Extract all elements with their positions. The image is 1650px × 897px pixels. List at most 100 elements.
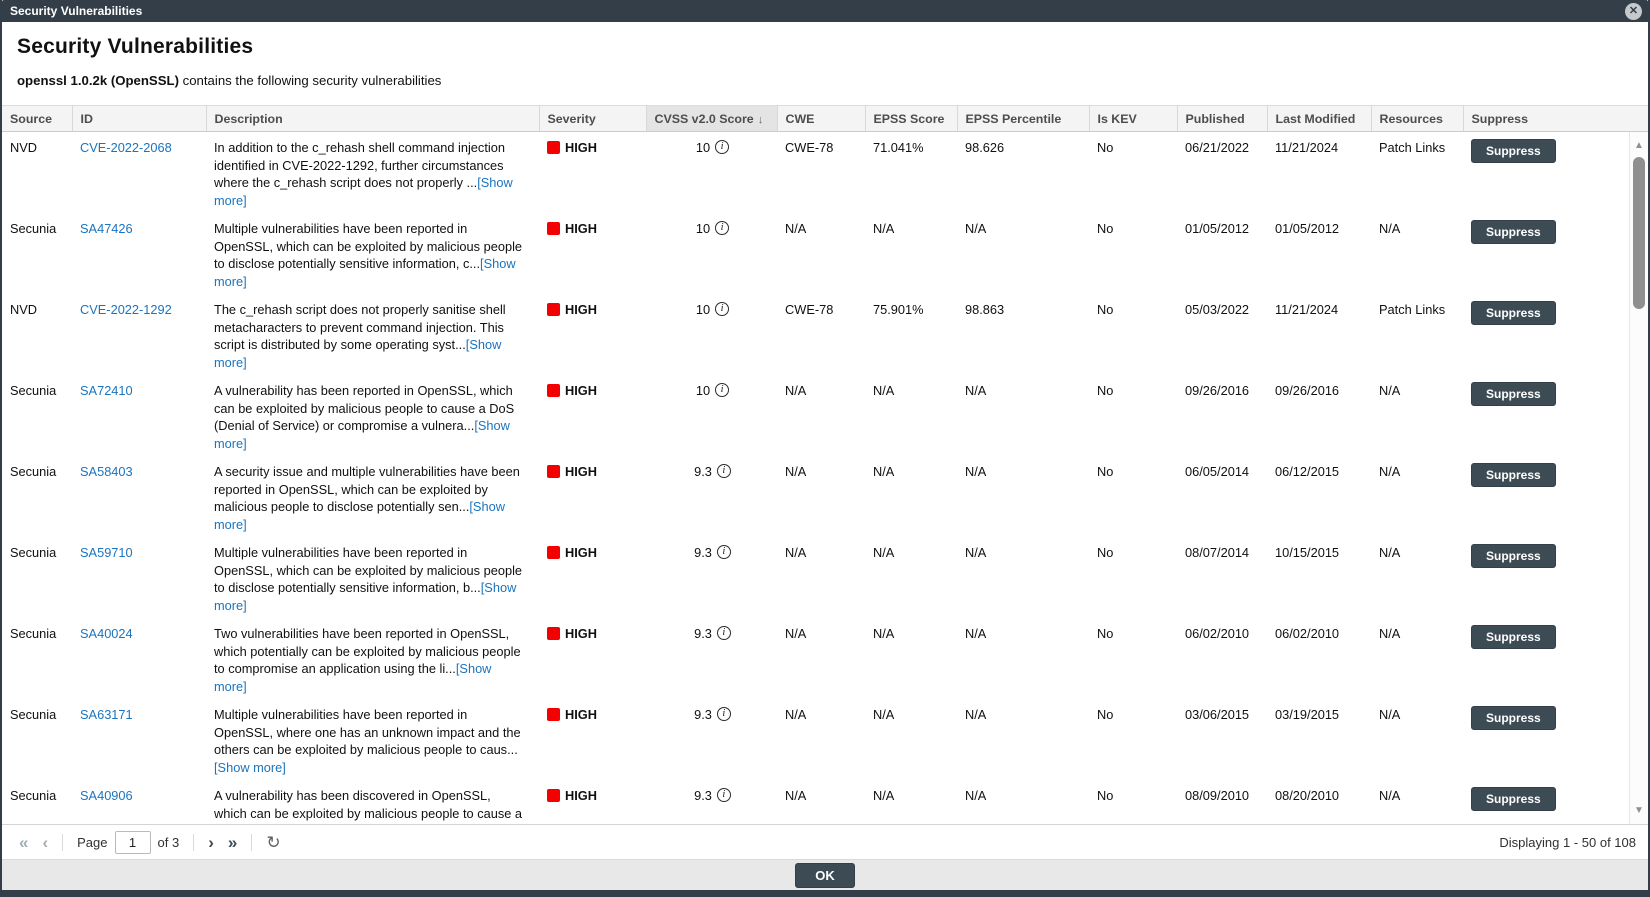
vulnerability-id-link[interactable]: CVE-2022-2068	[80, 140, 172, 155]
ok-button[interactable]: OK	[795, 862, 855, 888]
first-page-button[interactable]: «	[19, 832, 29, 852]
info-icon[interactable]: i	[715, 383, 730, 397]
suppress-button[interactable]: Suppress	[1471, 625, 1556, 649]
resources-link[interactable]: Patch Links	[1379, 302, 1446, 317]
cell-description: A security issue and multiple vulnerabil…	[206, 456, 539, 537]
cwe-link: N/A	[785, 707, 807, 722]
cell-published: 06/02/2010	[1185, 626, 1250, 641]
description-text: Two vulnerabilities have been reported i…	[214, 626, 521, 676]
last-page-button[interactable]: »	[227, 832, 238, 852]
column-header-description[interactable]: Description	[206, 105, 540, 132]
info-icon[interactable]: i	[716, 626, 731, 640]
resources-link: N/A	[1379, 626, 1401, 641]
column-header-id[interactable]: ID	[72, 105, 207, 132]
vulnerability-id-link[interactable]: SA58403	[80, 464, 133, 479]
cell-epss-score: N/A	[873, 545, 895, 560]
show-more-link[interactable]: [Show more]	[214, 175, 513, 208]
suppress-button[interactable]: Suppress	[1471, 220, 1556, 244]
toolbar-separator	[251, 833, 253, 851]
column-header-source[interactable]: Source	[2, 105, 73, 132]
suppress-button[interactable]: Suppress	[1471, 463, 1556, 487]
table-row: Secunia SA47426 Multiple vulnerabilities…	[2, 213, 1628, 294]
column-header-suppress[interactable]: Suppress	[1463, 105, 1648, 132]
show-more-link[interactable]: [Show more]	[214, 823, 519, 824]
page-label: Page	[77, 834, 108, 850]
info-icon[interactable]: i	[715, 221, 730, 235]
cell-last-modified: 11/21/2024	[1275, 302, 1339, 317]
vulnerability-id-link[interactable]: SA63171	[80, 707, 133, 722]
severity-high-icon	[547, 708, 560, 721]
column-header-resources[interactable]: Resources	[1371, 105, 1464, 132]
column-header-published[interactable]: Published	[1177, 105, 1268, 132]
cell-epss-score: N/A	[873, 626, 895, 641]
show-more-link[interactable]: [Show more]	[214, 661, 492, 694]
component-name: openssl 1.0.2k (OpenSSL)	[17, 73, 179, 88]
cwe-link[interactable]: CWE-78	[785, 302, 834, 317]
cell-epss-score: N/A	[873, 464, 895, 479]
cell-published: 05/03/2022	[1185, 302, 1250, 317]
suppress-button[interactable]: Suppress	[1471, 301, 1556, 325]
column-header-severity[interactable]: Severity	[539, 105, 647, 132]
cell-suppress: Suppress	[1463, 456, 1628, 537]
column-header-last-modified[interactable]: Last Modified	[1267, 105, 1372, 132]
cell-last-modified: 11/21/2024	[1275, 140, 1339, 155]
cell-is-kev: No	[1097, 788, 1114, 803]
cell-last-modified: 06/02/2010	[1275, 626, 1340, 641]
cell-severity: HIGH	[539, 456, 646, 537]
suppress-button[interactable]: Suppress	[1471, 139, 1556, 163]
show-more-link[interactable]: [Show more]	[214, 256, 516, 289]
suppress-button[interactable]: Suppress	[1471, 544, 1556, 568]
cell-epss-score: N/A	[873, 221, 895, 236]
table-scrollbar[interactable]: ▲ ▼	[1629, 132, 1648, 824]
cell-source: Secunia	[10, 707, 57, 722]
info-icon[interactable]: i	[716, 464, 731, 478]
cell-epss-percentile: N/A	[965, 545, 987, 560]
vulnerability-id-link[interactable]: SA40024	[80, 626, 133, 641]
refresh-button[interactable]: ↻	[266, 832, 281, 852]
info-icon[interactable]: i	[715, 140, 730, 154]
scrollbar-down-icon[interactable]: ▼	[1634, 805, 1644, 816]
pagination-toolbar: « ‹ Page of 3 › » ↻ Displaying 1 - 50 of…	[2, 824, 1648, 859]
suppress-button[interactable]: Suppress	[1471, 382, 1556, 406]
scrollbar-up-icon[interactable]: ▲	[1634, 140, 1644, 151]
cell-description: Multiple vulnerabilities have been repor…	[206, 537, 539, 618]
info-icon[interactable]: i	[715, 302, 730, 316]
cell-cvss-score: 9.3 i	[646, 780, 777, 824]
info-icon[interactable]: i	[716, 545, 731, 559]
info-icon[interactable]: i	[716, 788, 731, 802]
cell-published: 06/05/2014	[1185, 464, 1250, 479]
description-text: A vulnerability has been discovered in O…	[214, 788, 523, 824]
close-icon[interactable]: ✕	[1625, 2, 1642, 20]
column-header-cvss-score[interactable]: CVSS v2.0 Score ↓	[646, 105, 778, 132]
column-header-is-kev[interactable]: Is KEV	[1089, 105, 1178, 132]
next-page-button[interactable]: ›	[208, 832, 214, 852]
show-more-link[interactable]: [Show more]	[214, 759, 286, 775]
cell-cvss-score: 10 i	[646, 132, 777, 213]
suppress-button[interactable]: Suppress	[1471, 787, 1556, 811]
show-more-link[interactable]: [Show more]	[214, 580, 517, 613]
description-text: A security issue and multiple vulnerabil…	[214, 464, 520, 514]
cell-last-modified: 01/05/2012	[1275, 221, 1340, 236]
cell-last-modified: 10/15/2015	[1275, 545, 1340, 560]
column-header-epss-percentile[interactable]: EPSS Percentile	[957, 105, 1090, 132]
vulnerability-id-link[interactable]: SA47426	[80, 221, 133, 236]
scrollbar-thumb[interactable]	[1633, 157, 1645, 309]
resources-link[interactable]: Patch Links	[1379, 140, 1446, 155]
info-icon[interactable]: i	[716, 707, 731, 721]
page-input[interactable]	[114, 830, 151, 854]
cwe-link[interactable]: CWE-78	[785, 140, 834, 155]
severity-high-icon	[547, 789, 560, 802]
vulnerability-id-link[interactable]: CVE-2022-1292	[80, 302, 172, 317]
suppress-button[interactable]: Suppress	[1471, 706, 1556, 730]
prev-page-button[interactable]: ‹	[42, 832, 49, 852]
cwe-link: N/A	[785, 626, 807, 641]
vulnerability-id-link[interactable]: SA59710	[80, 545, 133, 560]
vulnerability-id-link[interactable]: SA72410	[80, 383, 133, 398]
show-more-link[interactable]: [Show more]	[214, 418, 510, 451]
column-header-epss-score[interactable]: EPSS Score	[865, 105, 958, 132]
show-more-link[interactable]: [Show more]	[214, 499, 505, 532]
show-more-link[interactable]: [Show more]	[214, 337, 502, 370]
cell-severity: HIGH	[539, 132, 646, 213]
vulnerability-id-link[interactable]: SA40906	[80, 788, 133, 803]
column-header-cwe[interactable]: CWE	[777, 105, 866, 132]
